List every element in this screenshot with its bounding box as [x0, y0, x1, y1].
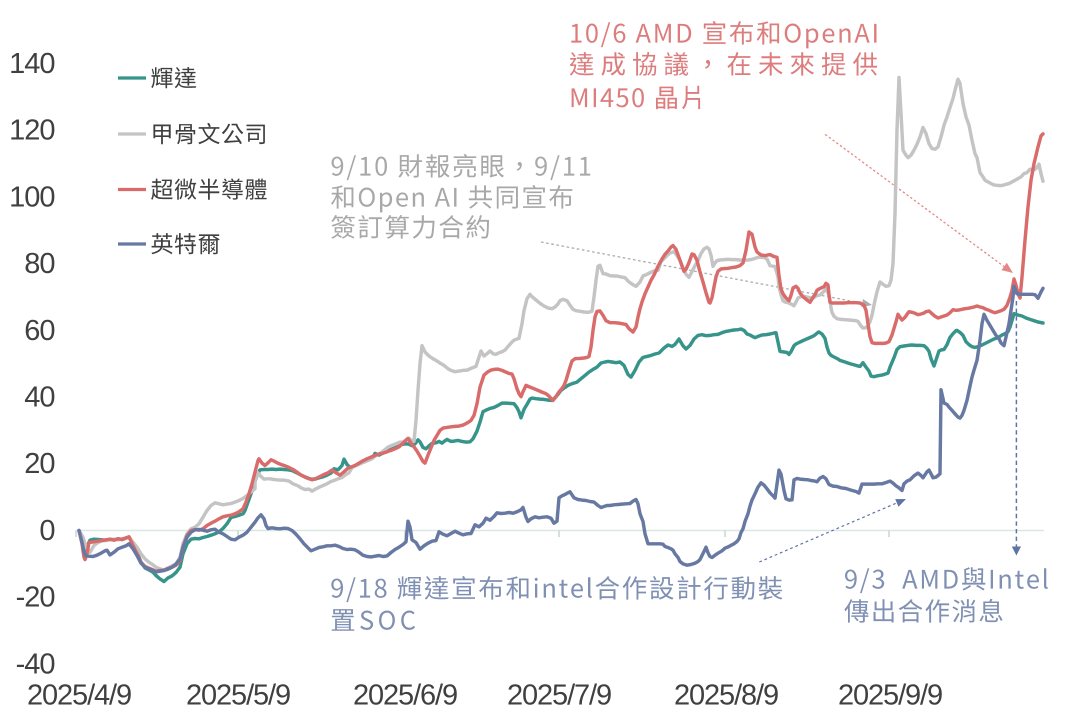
svg-text:20: 20 — [24, 448, 54, 480]
svg-text:-20: -20 — [16, 582, 55, 614]
svg-text:2025/6/9: 2025/6/9 — [353, 680, 457, 712]
svg-text:100: 100 — [9, 181, 54, 213]
svg-text:-40: -40 — [16, 648, 55, 680]
svg-text:2025/4/9: 2025/4/9 — [27, 680, 131, 712]
svg-text:2025/9/9: 2025/9/9 — [838, 680, 942, 712]
svg-text:140: 140 — [9, 48, 54, 80]
svg-text:2025/5/9: 2025/5/9 — [186, 680, 290, 712]
svg-text:60: 60 — [24, 315, 54, 347]
svg-text:2025/7/9: 2025/7/9 — [507, 680, 611, 712]
svg-text:80: 80 — [24, 248, 54, 280]
svg-text:2025/8/9: 2025/8/9 — [674, 680, 778, 712]
svg-text:120: 120 — [9, 115, 54, 147]
svg-text:0: 0 — [39, 515, 54, 547]
svg-text:40: 40 — [24, 382, 54, 414]
